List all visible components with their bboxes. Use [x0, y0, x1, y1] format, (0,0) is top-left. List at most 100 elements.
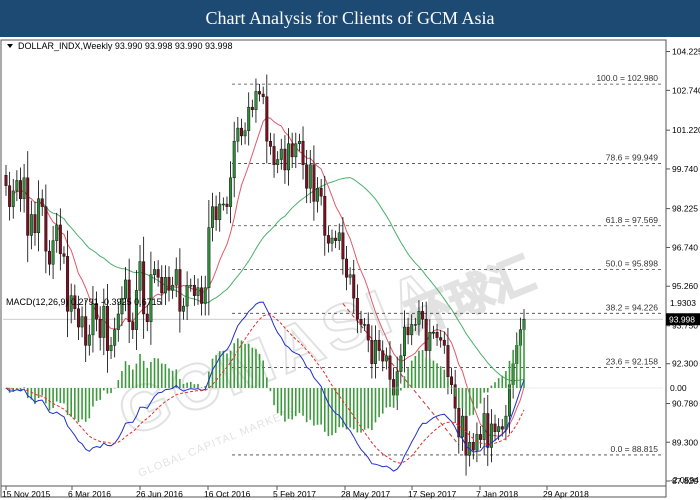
macd-histogram-bar: [63, 387, 65, 404]
macd-histogram-bar: [171, 370, 174, 388]
candle-body: [359, 319, 363, 325]
fib-label: 23.6 = 92.158: [606, 356, 659, 366]
candle-body: [185, 284, 189, 307]
macd-histogram-bar: [490, 385, 493, 388]
fib-label: 61.8 = 97.569: [606, 215, 659, 225]
macd-histogram-bar: [309, 387, 312, 420]
macd-histogram-bar: [211, 358, 214, 388]
macd-histogram-bar: [74, 387, 76, 419]
macd-histogram-bar: [103, 387, 105, 391]
candle-body: [319, 188, 323, 197]
price-tick-label: 92.300: [672, 359, 698, 369]
price-tick-label: 98.225: [672, 204, 698, 214]
macd-histogram-bar: [218, 351, 221, 388]
macd-histogram-bar: [313, 387, 315, 426]
macd-histogram-bar: [160, 363, 163, 388]
candle-body: [95, 303, 99, 320]
candle-body: [435, 332, 439, 338]
macd-histogram-bar: [418, 350, 420, 388]
macd-tick-label: -2.0594: [670, 475, 699, 485]
macd-histogram-bar: [273, 387, 275, 406]
macd-histogram-bar: [77, 387, 80, 423]
candle-body: [98, 319, 102, 338]
macd-histogram-bar: [323, 387, 326, 432]
macd-histogram-bar: [92, 387, 94, 407]
macd-histogram-bar: [356, 387, 359, 433]
candle-body: [341, 232, 345, 260]
ma-fast-line: [12, 117, 525, 438]
macd-histogram-bar: [135, 363, 138, 388]
macd-histogram-bar: [88, 387, 91, 419]
candle-body: [203, 287, 207, 304]
candle-body: [326, 235, 330, 244]
candle-body: [189, 284, 193, 287]
candle-body: [131, 321, 135, 330]
candle-body: [232, 140, 236, 179]
macd-histogram-bar: [298, 387, 301, 413]
candle-body: [312, 164, 316, 202]
candle-body: [402, 326, 406, 357]
price-axis: 104.225 102.740 101.220 99.740 98.225 96.740 9…: [666, 47, 700, 486]
candle-body: [479, 434, 482, 440]
macd-histogram-bar: [519, 332, 522, 388]
macd-histogram-bar: [443, 369, 446, 388]
macd-histogram-bar: [146, 367, 149, 388]
candle-body: [457, 408, 461, 438]
macd-histogram-bar: [128, 364, 130, 388]
candle-body: [297, 140, 301, 144]
candles: [4, 74, 526, 476]
candle-body: [138, 261, 142, 291]
candle-body: [352, 274, 356, 299]
candle-body: [51, 240, 55, 265]
time-tick-label: 6 Mar 2016: [68, 489, 111, 499]
macd-histogram-bar: [45, 387, 47, 404]
macd-histogram-bar: [182, 384, 185, 388]
macd-histogram-bar: [320, 387, 322, 425]
chart-header: Chart Analysis for Clients of GCM Asia: [0, 0, 700, 37]
candle-body: [421, 311, 425, 320]
candle-body: [305, 164, 309, 189]
candle-body: [156, 269, 160, 278]
candle-body: [250, 106, 254, 110]
macd-histogram-bar: [352, 387, 355, 430]
price-tick-label: 102.740: [672, 85, 700, 95]
candle-body: [4, 175, 8, 186]
candle-body: [44, 206, 48, 252]
candle-body: [450, 376, 454, 385]
candle-body: [127, 279, 131, 323]
candle-body: [323, 195, 327, 236]
candle-body: [428, 332, 432, 351]
candle-body: [464, 415, 468, 456]
candle-body: [243, 130, 247, 137]
candle-body: [200, 287, 204, 304]
candle-body: [120, 298, 124, 315]
macd-histogram-bar: [240, 340, 243, 388]
macd-histogram-bar: [12, 387, 15, 392]
time-tick-label: 28 May 2017: [341, 489, 390, 499]
candle-body: [363, 324, 367, 326]
candle-body: [439, 337, 443, 341]
macd-histogram-bar: [287, 387, 290, 419]
price-tick-label: 104.225: [672, 47, 700, 57]
macd-histogram-bar: [367, 387, 370, 429]
macd-histogram-bar: [432, 360, 435, 388]
candle-body: [489, 423, 493, 448]
macd-histogram-bar: [197, 383, 199, 388]
time-tick-label: 15 Nov 2015: [2, 489, 50, 499]
macd-histogram-bar: [164, 364, 167, 388]
macd-histogram-bar: [414, 356, 417, 388]
candle-body: [91, 303, 95, 336]
time-tick-label: 16 Oct 2016: [204, 489, 251, 499]
candle-body: [301, 140, 305, 165]
candle-body: [381, 350, 385, 362]
macd-histogram-bar: [342, 387, 344, 428]
macd-histogram-bar: [512, 350, 514, 388]
candle-body: [471, 442, 475, 451]
macd-histogram-bar: [454, 387, 456, 397]
candle-body: [337, 232, 341, 241]
macd-histogram-bar: [244, 343, 246, 388]
candle-body: [287, 143, 291, 171]
candle-body: [272, 146, 276, 165]
candle-body: [171, 284, 175, 291]
macd-histogram-bar: [403, 376, 406, 388]
